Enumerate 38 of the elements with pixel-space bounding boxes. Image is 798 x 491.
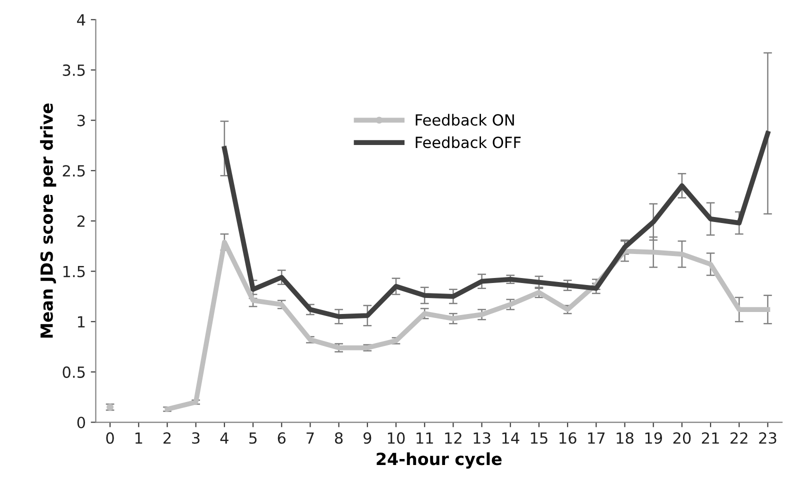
x-tick-label: 10	[388, 432, 405, 444]
y-tick-label: 0	[77, 416, 86, 428]
x-tick-label: 13	[474, 432, 490, 444]
x-tick-label: 21	[702, 432, 719, 444]
legend-label: Feedback OFF	[416, 136, 521, 148]
x-tick-label: 2	[164, 432, 171, 444]
line-series	[222, 130, 770, 319]
x-tick-label: 3	[192, 432, 200, 444]
x-tick-label: 0	[106, 432, 114, 444]
x-tick-label: 17	[588, 432, 605, 444]
x-tick-label: 16	[560, 432, 576, 444]
x-tick-label: 7	[306, 432, 314, 444]
legend-label: Feedback ON	[416, 114, 514, 126]
y-tick-label: 3	[77, 114, 85, 126]
x-tick-label: 19	[645, 432, 662, 444]
x-tick-label: 14	[502, 432, 520, 444]
x-tick-label: 15	[530, 432, 548, 444]
x-tick-label: 5	[249, 432, 257, 444]
x-tick-label: 9	[364, 432, 372, 444]
x-tick-label: 1	[135, 432, 142, 444]
x-tick-label: 12	[445, 432, 462, 444]
y-tick-label: 4	[77, 14, 86, 26]
x-tick-label: 6	[278, 432, 286, 444]
y-tick-label: 2	[77, 215, 85, 227]
x-tick-label: 18	[616, 432, 634, 444]
x-tick-label: 20	[673, 432, 691, 444]
x-tick-label: 11	[416, 432, 433, 444]
x-tick-label: 4	[220, 432, 228, 444]
y-tick-label: 2.5	[62, 165, 85, 177]
y-axis-title: Mean JDS score per drive	[40, 104, 56, 338]
y-tick-label: 1	[78, 316, 85, 328]
x-axis-title: 24-hour cycle	[376, 452, 502, 469]
x-tick-label: 8	[334, 432, 343, 444]
x-tick-label: 23	[759, 432, 776, 444]
y-tick-label: 0.5	[62, 366, 85, 378]
y-tick-label: 3.5	[62, 64, 85, 76]
x-tick-label: 22	[730, 432, 748, 444]
y-tick-label: 1.5	[63, 266, 85, 278]
